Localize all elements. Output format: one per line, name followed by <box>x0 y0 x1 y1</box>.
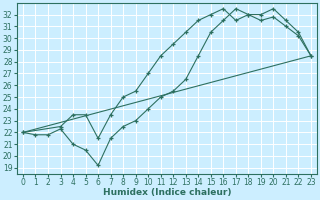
X-axis label: Humidex (Indice chaleur): Humidex (Indice chaleur) <box>103 188 231 197</box>
